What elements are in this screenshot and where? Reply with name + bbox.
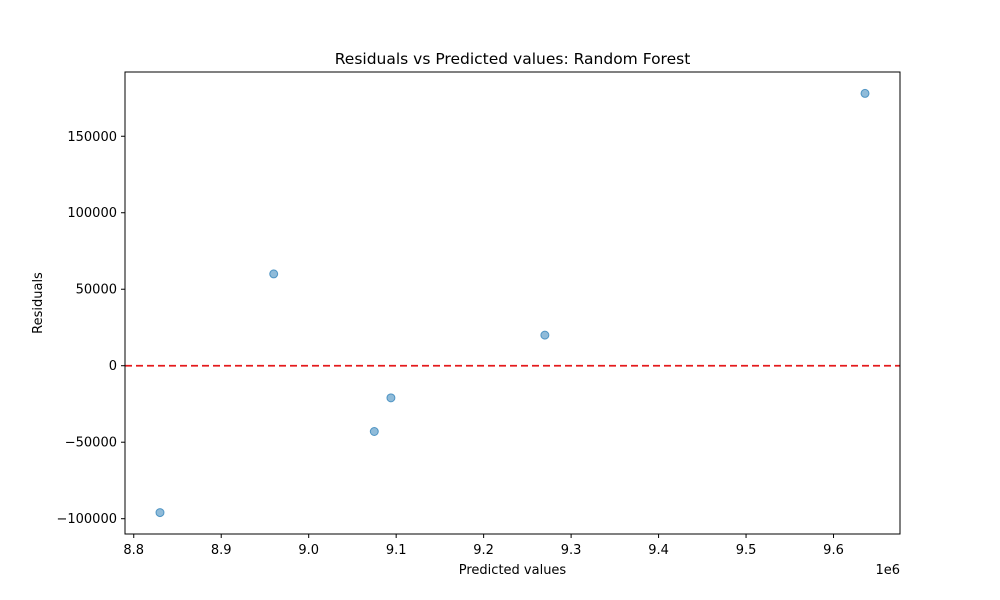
y-tick-label: 0 (109, 359, 117, 374)
x-tick-label: 9.6 (823, 543, 844, 558)
x-axis-label: Predicted values (459, 563, 567, 578)
x-tick-label: 8.8 (123, 543, 144, 558)
scatter-points (155, 88, 870, 518)
plot-frame (124, 71, 901, 535)
scatter-point (269, 269, 279, 279)
scatter-point (386, 393, 396, 403)
scatter-point (369, 427, 379, 437)
chart-title: Residuals vs Predicted values: Random Fo… (335, 50, 691, 68)
y-tick-label: 50000 (76, 283, 117, 298)
x-axis-ticks: 8.8 8.9 9.0 9.1 9.2 9.3 9.4 9.5 9.6 (123, 534, 844, 558)
y-axis-ticks: −100000 −50000 0 50000 100000 150000 (56, 130, 125, 527)
x-tick-label: 9.0 (298, 543, 319, 558)
x-tick-label: 9.4 (648, 543, 669, 558)
x-tick-label: 9.3 (561, 543, 582, 558)
x-axis-offset-text: 1e6 (875, 563, 900, 578)
x-tick-label: 9.5 (736, 543, 757, 558)
x-tick-label: 9.1 (386, 543, 407, 558)
scatter-point (860, 88, 870, 98)
x-tick-label: 8.9 (211, 543, 232, 558)
x-tick-label: 9.2 (473, 543, 494, 558)
scatter-point (155, 508, 165, 518)
scatter-point (540, 330, 550, 340)
y-tick-label: 100000 (67, 206, 117, 221)
y-tick-label: −100000 (56, 512, 117, 527)
y-axis-label: Residuals (31, 272, 46, 334)
y-tick-label: 150000 (67, 130, 117, 145)
y-tick-label: −50000 (65, 436, 117, 451)
plot-area (125, 72, 900, 534)
